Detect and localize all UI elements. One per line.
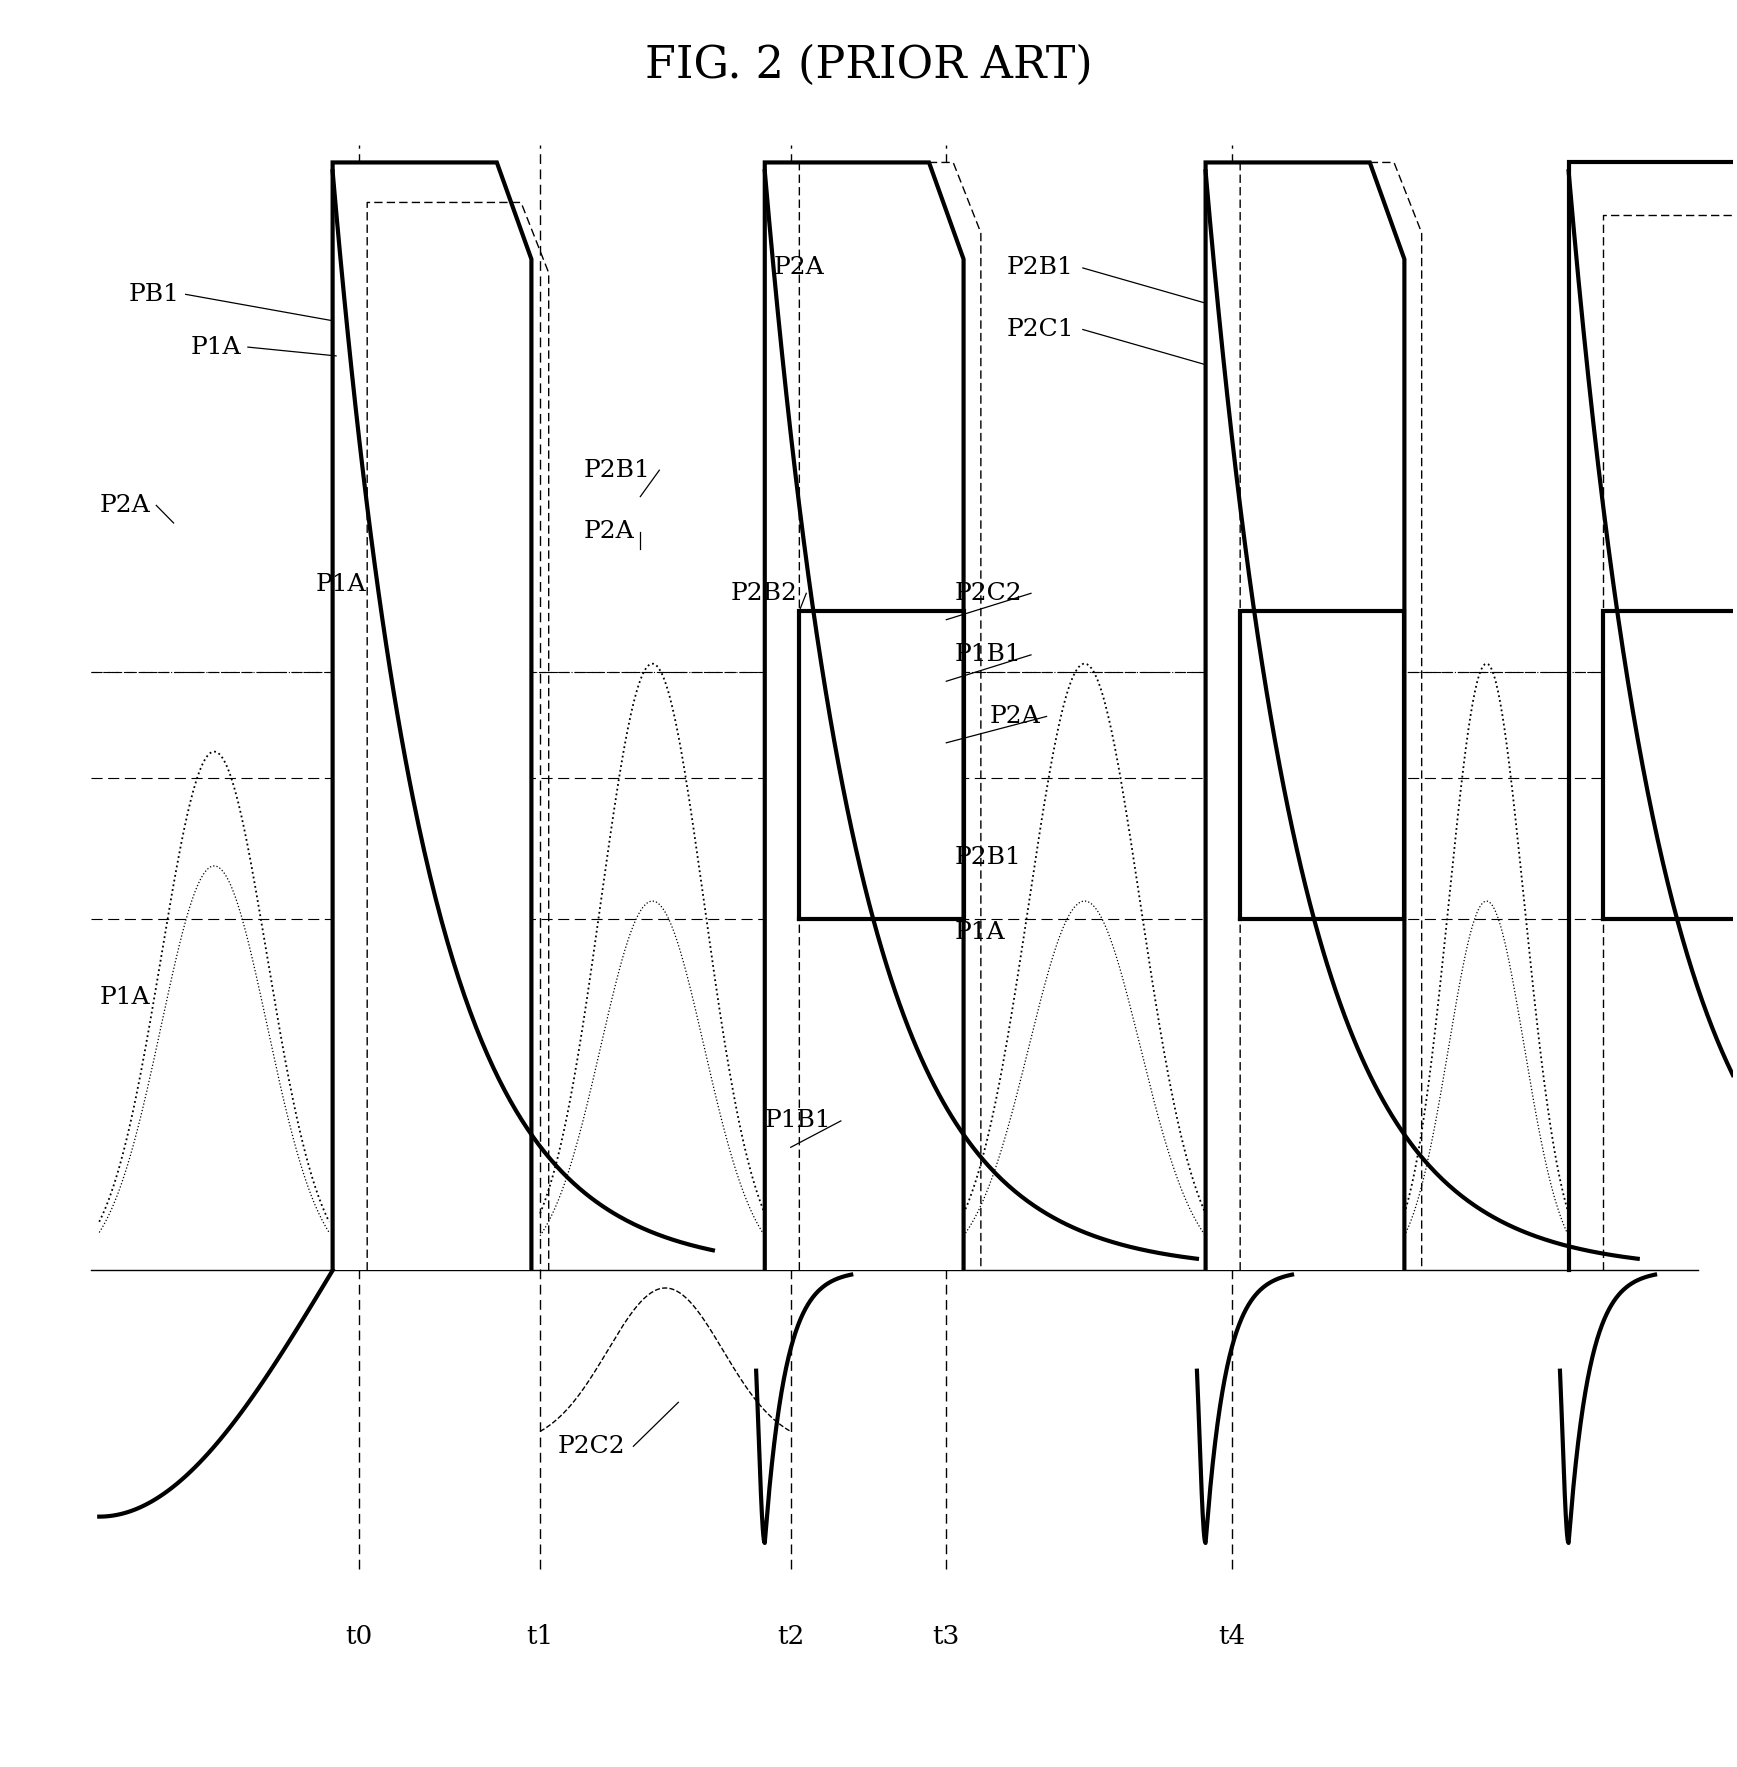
Text: P2A: P2A [99,495,149,518]
Text: P1A: P1A [316,573,367,595]
Text: P1A: P1A [955,921,1006,944]
Polygon shape [799,611,964,919]
Polygon shape [1603,611,1734,919]
Text: P2C1: P2C1 [1007,318,1073,341]
Text: FIG. 2 (PRIOR ART): FIG. 2 (PRIOR ART) [644,44,1093,87]
Text: P2A: P2A [990,705,1040,728]
Text: P2A: P2A [773,256,823,279]
Polygon shape [1205,163,1405,1270]
Text: PB1: PB1 [129,283,179,306]
Text: t1: t1 [526,1624,554,1649]
Text: P1A: P1A [99,986,149,1009]
Text: P2B1: P2B1 [1007,256,1073,279]
Text: t2: t2 [776,1624,804,1649]
Polygon shape [332,163,532,1270]
Text: P2B2: P2B2 [730,581,797,604]
Text: P1A: P1A [191,336,241,359]
Text: P2C2: P2C2 [955,581,1023,604]
Text: P1B1: P1B1 [764,1110,832,1133]
Text: t3: t3 [933,1624,961,1649]
Text: P2A: P2A [584,519,634,542]
Text: t4: t4 [1218,1624,1245,1649]
Text: P1B1: P1B1 [955,643,1021,666]
Text: P2B1: P2B1 [584,459,650,482]
Polygon shape [764,163,964,1270]
Text: P2B1: P2B1 [955,846,1021,869]
Polygon shape [1240,611,1405,919]
Text: t0: t0 [346,1624,372,1649]
Text: P2C2: P2C2 [558,1435,625,1458]
